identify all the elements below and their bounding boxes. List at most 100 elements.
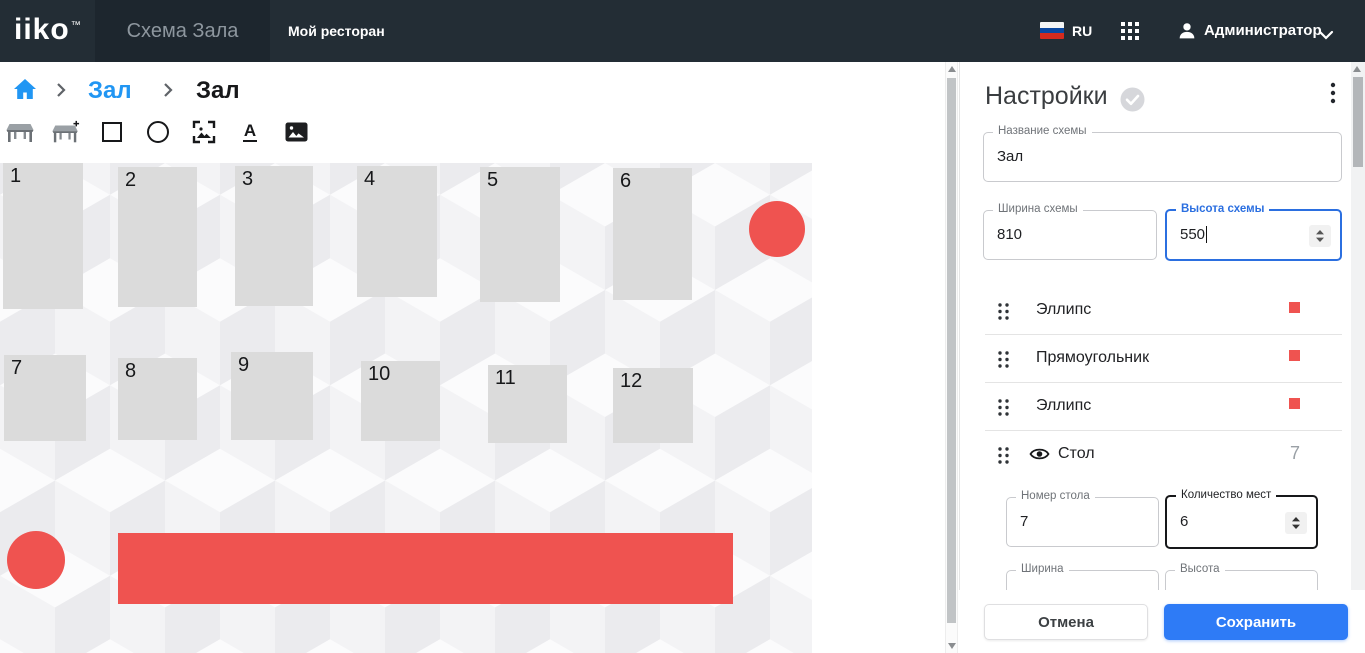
panel-title: Настройки	[985, 82, 1108, 110]
layer-label: Прямоугольник	[1036, 349, 1150, 366]
scroll-down-arrow-icon[interactable]	[948, 643, 956, 649]
table-number-label: 8	[125, 360, 137, 382]
panel-vertical-scrollbar[interactable]	[1351, 62, 1365, 590]
layer-label: Эллипс	[1036, 301, 1092, 318]
drag-handle-icon[interactable]	[997, 350, 1010, 374]
add-ellipse-icon[interactable]	[144, 118, 172, 146]
cancel-button[interactable]: Отмена	[984, 604, 1148, 640]
table-number-label: 3	[242, 168, 254, 190]
iiko-logo[interactable]: iiko™	[14, 13, 82, 46]
panel-footer: Отмена Сохранить	[959, 590, 1365, 653]
scrollbar-thumb[interactable]	[947, 78, 956, 623]
tab-scheme-hall[interactable]: Схема Зала	[95, 0, 270, 62]
field-label: Высота	[1175, 563, 1225, 575]
add-table-with-seats-icon[interactable]	[52, 118, 80, 146]
drag-handle-icon[interactable]	[997, 398, 1010, 422]
field-label: Количество мест	[1176, 489, 1277, 501]
table-number-label: 10	[368, 363, 391, 385]
table-number-field[interactable]: Номер стола 7	[1006, 490, 1159, 547]
kebab-menu-icon[interactable]	[1324, 81, 1342, 107]
drag-handle-icon[interactable]	[997, 446, 1010, 470]
table-6[interactable]: 6	[613, 168, 692, 300]
table-number-label: 6	[620, 170, 632, 192]
table-8[interactable]: 8	[118, 358, 197, 440]
scrollbar-thumb[interactable]	[1353, 77, 1363, 167]
save-button[interactable]: Сохранить	[1164, 604, 1348, 640]
field-label: Ширина схемы	[993, 203, 1083, 215]
table-4[interactable]: 4	[357, 166, 437, 297]
breadcrumb-separator-icon	[56, 82, 66, 103]
table-1[interactable]: 1	[3, 163, 83, 309]
breadcrumb-current: Зал	[196, 77, 240, 104]
table-2[interactable]: 2	[118, 167, 197, 307]
layer-label: Стол	[1058, 445, 1095, 462]
trademark: ™	[70, 20, 82, 31]
layer-row-ellipse-2[interactable]: Эллипс	[985, 383, 1342, 431]
menu-my-restaurant[interactable]: Мой ресторан	[288, 23, 385, 39]
canvas-toolbar: A	[6, 116, 310, 148]
layer-color-swatch[interactable]	[1289, 302, 1300, 313]
field-value: 810	[997, 226, 1023, 243]
home-icon[interactable]	[13, 78, 37, 105]
layer-color-swatch[interactable]	[1289, 350, 1300, 361]
settings-panel: Настройки Название схемы Зал Ширина схем…	[959, 62, 1351, 653]
number-stepper[interactable]	[1309, 225, 1331, 247]
scheme-width-field[interactable]: Ширина схемы 810	[983, 203, 1157, 260]
table-number-label: 12	[620, 370, 643, 392]
layer-row-table[interactable]: Стол 7	[985, 431, 1342, 481]
ellipse-shape-1[interactable]	[749, 201, 805, 257]
apps-grid-icon[interactable]	[1120, 21, 1140, 46]
scheme-height-field[interactable]: Высота схемы 550	[1165, 203, 1342, 261]
field-value: 7	[1020, 513, 1029, 530]
language-label[interactable]: RU	[1072, 23, 1093, 39]
russian-flag-icon[interactable]	[1040, 22, 1064, 39]
table-5[interactable]: 5	[480, 167, 560, 302]
main-vertical-scrollbar[interactable]	[945, 62, 958, 653]
field-label: Название схемы	[993, 125, 1092, 137]
field-label: Номер стола	[1016, 490, 1095, 502]
scroll-up-arrow-icon[interactable]	[1353, 66, 1361, 72]
table-number-label: 9	[238, 354, 250, 376]
ellipse-shape-2[interactable]	[7, 531, 65, 589]
layer-row-ellipse-1[interactable]: Эллипс	[985, 287, 1342, 335]
breadcrumb-hall-link[interactable]: Зал	[88, 77, 132, 104]
breadcrumb-separator-icon	[163, 82, 173, 103]
scroll-up-arrow-icon[interactable]	[948, 66, 956, 72]
add-image-icon[interactable]	[282, 118, 310, 146]
table-10[interactable]: 10	[361, 361, 440, 441]
table-number-label: 5	[487, 169, 499, 191]
top-bar: iiko™ Схема Зала Мой ресторан RU Админис…	[0, 0, 1365, 62]
table-12[interactable]: 12	[613, 368, 693, 443]
table-number-label: 4	[364, 168, 376, 190]
drag-handle-icon[interactable]	[997, 302, 1010, 326]
scheme-name-field[interactable]: Название схемы Зал	[983, 125, 1342, 182]
table-11[interactable]: 11	[488, 365, 567, 443]
chevron-down-icon[interactable]	[1318, 27, 1334, 45]
layer-table-number: 7	[1289, 443, 1300, 463]
layer-row-rectangle[interactable]: Прямоугольник	[985, 335, 1342, 383]
user-menu[interactable]: Администратор	[1204, 22, 1322, 39]
add-rectangle-icon[interactable]	[98, 118, 126, 146]
layer-label: Эллипс	[1036, 397, 1092, 414]
field-value: 550	[1180, 226, 1208, 243]
table-number-label: 1	[10, 165, 22, 187]
eye-icon[interactable]	[1029, 446, 1050, 467]
table-number-label: 11	[495, 367, 516, 389]
add-table-icon[interactable]	[6, 118, 34, 146]
table-3[interactable]: 3	[235, 166, 313, 306]
table-number-label: 2	[125, 169, 137, 191]
user-avatar-icon[interactable]	[1176, 20, 1198, 47]
add-image-placeholder-icon[interactable]	[190, 118, 218, 146]
floor-canvas[interactable]: 1 2 3 4 5 6 7 8 9 10 11 12	[0, 163, 812, 653]
rectangle-shape-1[interactable]	[118, 533, 733, 604]
layer-color-swatch[interactable]	[1289, 398, 1300, 409]
table-9[interactable]: 9	[231, 352, 313, 440]
table-number-label: 7	[11, 357, 23, 379]
add-text-icon[interactable]: A	[242, 121, 258, 142]
field-label: Высота схемы	[1176, 203, 1270, 215]
number-stepper[interactable]	[1285, 512, 1307, 534]
seats-count-field[interactable]: Количество мест 6	[1165, 489, 1318, 549]
table-7[interactable]: 7	[4, 355, 86, 441]
field-value: 6	[1180, 513, 1189, 530]
